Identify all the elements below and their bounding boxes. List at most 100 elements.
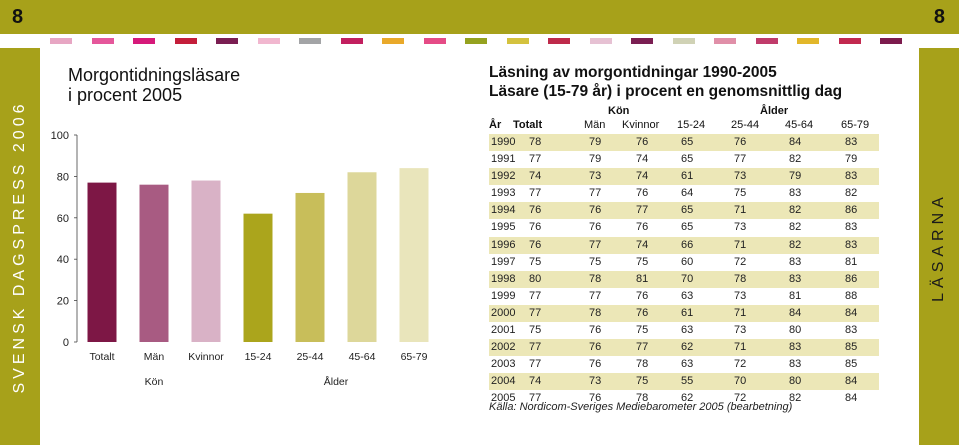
y-tick-label: 20 (57, 296, 69, 308)
page-number-right: 8 (933, 6, 945, 28)
table-row: 1998 80 78 81 70 78 83 86 (489, 270, 879, 288)
table-cell: 82 (789, 204, 802, 217)
table-cell: 82 (789, 238, 802, 251)
table-cell: 82 (789, 153, 802, 166)
table-cell: 62 (681, 392, 694, 405)
table-row: 1993 77 77 76 64 75 83 82 (489, 185, 879, 202)
table-row: 2004 74 73 75 55 70 80 84 (489, 373, 879, 391)
bar (87, 182, 117, 342)
table-row: 1995 76 76 76 65 73 82 83 (489, 219, 879, 236)
table-cell: 77 (529, 187, 542, 200)
table-cell: 71 (734, 204, 747, 217)
table-row: 1991 77 79 74 65 77 82 79 (489, 151, 879, 168)
table-cell: 77 (529, 392, 542, 405)
table-cell: 84 (789, 136, 802, 148)
table-column-header: Män (584, 119, 606, 131)
strip-swatch (548, 38, 570, 44)
table-cell-year: 1995 (491, 221, 516, 234)
table-cell: 83 (789, 187, 802, 200)
table-cell-year: 1991 (491, 153, 516, 166)
table-cell: 73 (589, 375, 602, 388)
sidebar-right: LÄSARNA (919, 48, 959, 445)
strip-swatch (257, 38, 280, 44)
table-cell: 78 (529, 136, 542, 148)
table-column-header: Totalt (513, 119, 543, 131)
table-cell: 75 (636, 324, 649, 337)
data-table: 1990 78 79 76 65 76 84 83 1991 77 79 74 65 77 82 79 1992… (489, 134, 879, 408)
table-cell: 77 (636, 341, 649, 354)
bar-chart: 0 20 40 60 80 100 Totalt Män Kvinnor 15-24 25-44 45… (51, 130, 429, 388)
table-cell: 88 (845, 289, 858, 302)
table-cell: 81 (789, 289, 802, 302)
table-cell: 79 (845, 153, 858, 166)
table-row: 2003 77 76 78 63 72 83 85 (489, 356, 879, 373)
table-cell: 73 (734, 324, 747, 337)
table-cell: 76 (529, 204, 542, 217)
table-cell: 76 (589, 221, 602, 234)
chart-title: Morgontidningsläsare i procent 2005 (68, 65, 240, 105)
bar (191, 180, 221, 342)
strip-swatch (838, 38, 861, 44)
table-cell: 70 (681, 272, 694, 285)
table-cell: 74 (529, 170, 542, 183)
table-cell: 65 (681, 221, 694, 234)
table-cell: 84 (845, 375, 858, 388)
table-column-header: 25-44 (731, 119, 760, 131)
strip-swatch (465, 38, 487, 44)
table-cell: 83 (789, 255, 802, 268)
table-row: 2000 77 78 76 61 71 84 84 (489, 304, 879, 323)
table-cell: 84 (845, 306, 858, 319)
y-tick-label: 60 (57, 213, 69, 225)
table-column-header: Kvinnor (622, 119, 660, 131)
table-cell: 71 (734, 238, 747, 251)
table-cell: 81 (636, 272, 649, 285)
color-strip (0, 38, 959, 46)
bar (347, 172, 377, 342)
strip-swatch (880, 38, 902, 44)
table-cell: 74 (529, 375, 542, 388)
table-cell: 76 (636, 221, 649, 234)
table-cell: 66 (681, 238, 694, 251)
table-cell-year: 1996 (491, 238, 516, 251)
table-cell: 83 (845, 221, 858, 234)
table-row: 1999 77 77 76 63 73 81 88 (489, 288, 879, 305)
table-cell: 72 (734, 358, 747, 371)
table-cell: 62 (681, 341, 694, 354)
table-cell-year: 1997 (491, 255, 516, 268)
table-cell: 65 (681, 136, 694, 148)
y-tick-label: 100 (51, 130, 69, 142)
table-cell: 75 (529, 324, 542, 337)
table-cell: 83 (789, 341, 802, 354)
table-cell-year: 1990 (491, 136, 516, 148)
table-row: 1996 76 77 74 66 71 82 83 (489, 236, 879, 254)
x-tick-label: 25-44 (297, 351, 324, 363)
strip-swatch (174, 38, 197, 44)
table-cell: 77 (589, 187, 602, 200)
table-cell: 64 (681, 187, 694, 200)
strip-swatch (631, 38, 653, 44)
table-cell: 76 (636, 289, 649, 302)
strip-swatch (382, 38, 404, 44)
table-cell: 76 (734, 136, 747, 148)
table-cell-year: 2004 (491, 375, 516, 388)
table-cell: 83 (789, 358, 802, 371)
table-cell: 79 (789, 170, 802, 183)
group-label-alder: Ålder (324, 375, 349, 388)
group-label-kon: Kön (145, 376, 164, 388)
table-row: 1990 78 79 76 65 76 84 83 (489, 134, 879, 152)
table-cell: 61 (681, 306, 694, 319)
table-cell: 76 (529, 221, 542, 234)
table-cell: 76 (589, 358, 602, 371)
table-row: 1997 75 75 75 60 72 83 81 (489, 254, 879, 271)
table-cell: 80 (529, 272, 542, 285)
table-cell: 77 (734, 153, 747, 166)
table-cell: 78 (589, 272, 602, 285)
table-cell-year: 1993 (491, 187, 516, 200)
table-title-line-1: Läsning av morgontidningar 1990-2005 (489, 64, 777, 81)
table-cell: 77 (529, 153, 542, 166)
table-cell: 71 (734, 341, 747, 354)
sidebar-left: SVENSK DAGSPRESS 2006 (0, 48, 40, 445)
table-cell: 84 (789, 306, 802, 319)
table-cell: 75 (529, 255, 542, 268)
table-row: 1994 76 76 77 65 71 82 86 (489, 202, 879, 220)
